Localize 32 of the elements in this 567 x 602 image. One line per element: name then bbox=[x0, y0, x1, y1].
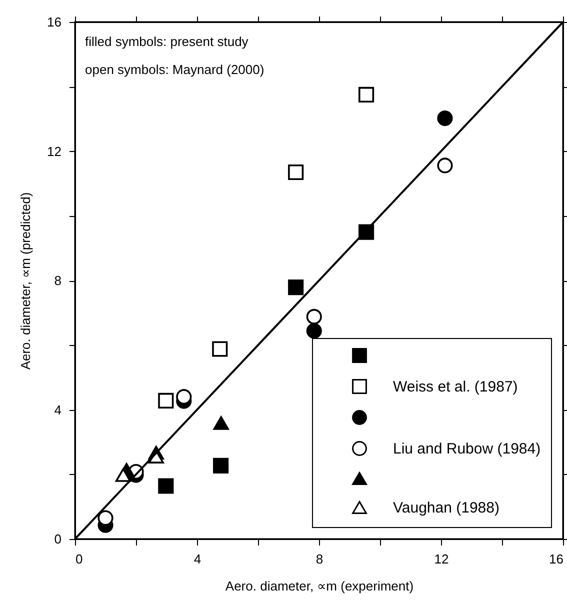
point bbox=[212, 341, 228, 357]
y-tick-label: 0 bbox=[54, 532, 62, 546]
point bbox=[306, 308, 322, 324]
point bbox=[213, 458, 229, 474]
annotation: filled symbols: present study bbox=[85, 34, 249, 49]
point bbox=[288, 164, 304, 180]
point bbox=[437, 110, 453, 126]
annotation: open symbols: Maynard (2000) bbox=[85, 62, 264, 77]
point bbox=[158, 392, 174, 408]
point bbox=[158, 478, 174, 494]
legend-label: Liu and Rubow (1984) bbox=[393, 440, 541, 458]
y-axis-title: Aero. diameter, ∝m (predicted) bbox=[18, 192, 34, 370]
point bbox=[358, 86, 374, 102]
point bbox=[437, 158, 453, 174]
point bbox=[115, 468, 131, 482]
x-tick-label: 16 bbox=[549, 552, 564, 566]
x-tick-label: 4 bbox=[194, 552, 202, 566]
y-tick-label: 8 bbox=[54, 273, 62, 288]
x-tick-label: 0 bbox=[76, 552, 83, 566]
x-tick-label: 12 bbox=[434, 552, 449, 566]
legend-label: Vaughan (1988) bbox=[393, 500, 500, 516]
y-tick-label: 16 bbox=[47, 14, 62, 30]
point bbox=[98, 510, 114, 526]
point bbox=[288, 279, 304, 296]
x-axis-title: Aero. diameter, ∝m (experiment) bbox=[225, 578, 414, 594]
point bbox=[306, 323, 322, 339]
legend-label: Weiss et al. (1987) bbox=[393, 378, 518, 396]
x-tick-label: 8 bbox=[316, 552, 324, 566]
point bbox=[176, 389, 192, 405]
point bbox=[213, 416, 229, 430]
y-tick-label: 12 bbox=[47, 144, 62, 159]
y-tick-label: 4 bbox=[54, 402, 62, 418]
